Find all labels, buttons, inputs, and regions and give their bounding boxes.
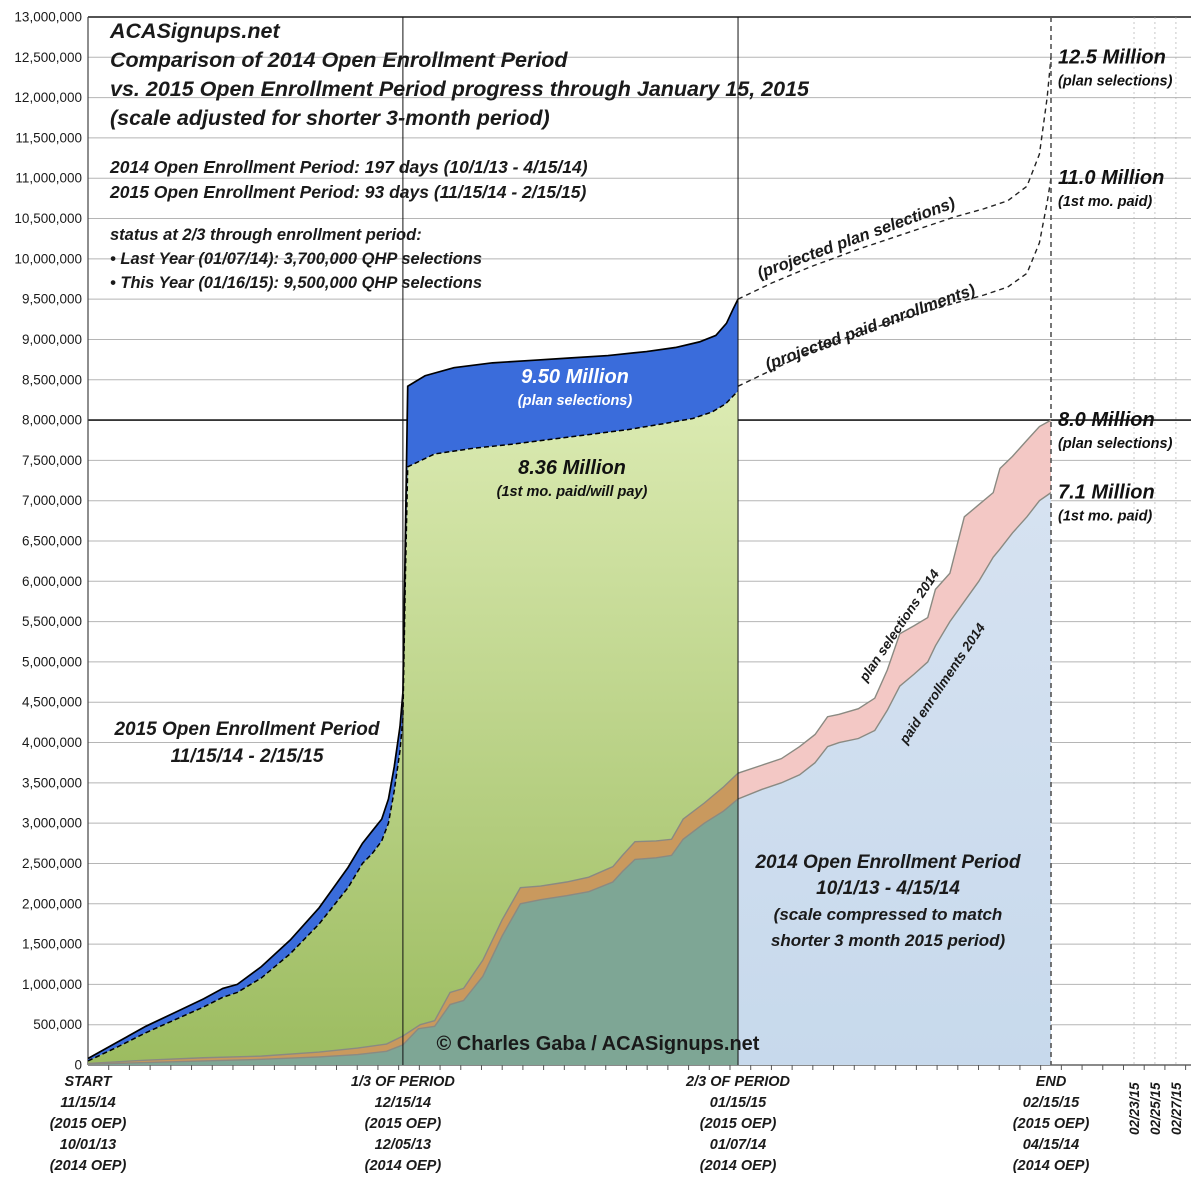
- period-label-2014: (scale compressed to match: [774, 905, 1003, 924]
- period-definition: 2015 Open Enrollment Period: 93 days (11…: [109, 182, 586, 202]
- x-axis-milestone-label: END: [1036, 1074, 1067, 1090]
- x-axis-milestone-label: (2015 OEP): [1013, 1116, 1090, 1132]
- period-label-2014: 2014 Open Enrollment Period: [754, 852, 1020, 873]
- x-axis-milestone-label: (2015 OEP): [700, 1116, 777, 1132]
- x-axis-date-label: 02/27/15: [1169, 1082, 1184, 1135]
- x-axis-milestone-label: (2014 OEP): [50, 1158, 127, 1174]
- status-line: • This Year (01/16/15): 9,500,000 QHP se…: [110, 274, 482, 292]
- y-axis-label: 4,000,000: [22, 735, 82, 750]
- status-line: status at 2/3 through enrollment period:: [110, 226, 422, 244]
- edge-plan-2014: [87, 419, 1052, 1065]
- edge-plan-2015: [87, 298, 739, 1060]
- x-axis-ticks: [108, 1065, 1187, 1070]
- y-axis-label: 7,500,000: [22, 453, 82, 468]
- y-axis-label: 1,000,000: [22, 977, 82, 992]
- x-axis-milestone-label: 11/15/14: [60, 1095, 115, 1111]
- x-axis-milestone-label: (2014 OEP): [700, 1158, 777, 1174]
- y-axis-label: 9,000,000: [22, 332, 82, 347]
- y-axis-label: 4,500,000: [22, 695, 82, 710]
- y-axis-label: 500,000: [33, 1017, 82, 1032]
- x-axis-date-label: 02/25/15: [1148, 1082, 1163, 1135]
- x-axis-milestone-label: 12/15/14: [375, 1095, 431, 1111]
- curve-projected-paid: [737, 178, 1052, 387]
- y-axis-label: 5,500,000: [22, 614, 82, 629]
- data-areas: [88, 299, 1051, 1066]
- value-label: 11.0 Million: [1058, 167, 1164, 189]
- value-sublabel: (1st mo. paid): [1058, 194, 1152, 210]
- site-title: ACASignups.net: [109, 19, 280, 43]
- value-label: 8.0 Million: [1058, 409, 1155, 431]
- chart-title-line: Comparison of 2014 Open Enrollment Perio…: [110, 48, 568, 72]
- area-paid-2014: [738, 492, 1051, 1066]
- y-axis-label: 3,500,000: [22, 775, 82, 790]
- area-plan-2014: [738, 420, 1051, 799]
- y-axis-label: 11,500,000: [15, 130, 82, 145]
- y-axis-label: 6,000,000: [22, 574, 82, 589]
- value-label: 8.36 Million: [518, 457, 626, 479]
- period-definition: 2014 Open Enrollment Period: 197 days (1…: [109, 157, 588, 177]
- area-plan-2015: [88, 299, 739, 1061]
- x-axis-milestone-label: 1/3 OF PERIOD: [351, 1074, 455, 1090]
- y-axis-label: 8,500,000: [22, 372, 82, 387]
- value-label: 12.5 Million: [1058, 46, 1166, 68]
- y-axis-label: 8,000,000: [22, 413, 82, 428]
- x-axis-milestone-label: START: [65, 1074, 113, 1090]
- y-axis-label: 5,000,000: [22, 654, 82, 669]
- period-label-2015: 2015 Open Enrollment Period: [113, 719, 379, 740]
- y-axis-label: 2,500,000: [22, 856, 82, 871]
- value-label: 7.1 Million: [1058, 482, 1155, 504]
- x-axis-milestone-label: 10/01/13: [60, 1137, 116, 1153]
- y-axis-label: 0: [74, 1058, 82, 1073]
- y-axis-label: 6,500,000: [22, 534, 82, 549]
- edge-paid-2015: [87, 390, 739, 1062]
- x-axis-milestone-label: 12/05/13: [375, 1137, 431, 1153]
- value-sublabel: (1st mo. paid): [1058, 509, 1152, 525]
- x-axis-milestone-label: 01/07/14: [710, 1137, 766, 1153]
- x-axis-milestone-label: (2015 OEP): [50, 1116, 127, 1132]
- x-axis-milestone-label: (2014 OEP): [1013, 1158, 1090, 1174]
- chart-title-line: (scale adjusted for shorter 3-month peri…: [110, 106, 550, 130]
- x-axis-milestone-label: 01/15/15: [710, 1095, 767, 1111]
- y-axis-label: 11,000,000: [15, 171, 82, 186]
- value-sublabel: (1st mo. paid/will pay): [497, 484, 648, 500]
- area-paid-2014-overlap: [88, 798, 739, 1065]
- y-axis-label: 10,500,000: [14, 211, 82, 226]
- x-axis-date-label: 02/23/15: [1127, 1082, 1142, 1135]
- curve-projected-plan: [737, 57, 1052, 300]
- value-sublabel: (plan selections): [518, 393, 633, 409]
- value-sublabel: (plan selections): [1058, 436, 1173, 452]
- y-axis-label: 13,000,000: [14, 10, 82, 25]
- copyright: © Charles Gaba / ACASignups.net: [437, 1033, 760, 1055]
- period-label-2015: 11/15/14 - 2/15/15: [171, 746, 324, 767]
- x-axis-milestone-label: 02/15/15: [1023, 1095, 1080, 1111]
- y-axis-label: 2,000,000: [22, 896, 82, 911]
- x-axis-milestone-label: (2015 OEP): [365, 1116, 442, 1132]
- y-axis-label: 7,000,000: [22, 493, 82, 508]
- y-axis-label: 1,500,000: [22, 937, 82, 952]
- x-axis-milestone-label: 2/3 OF PERIOD: [685, 1074, 790, 1090]
- y-axis-label: 12,500,000: [14, 50, 82, 65]
- period-label-2014: 10/1/13 - 4/15/14: [816, 878, 960, 899]
- chart-title-line: vs. 2015 Open Enrollment Period progress…: [110, 77, 810, 101]
- period-label-2014: shorter 3 month 2015 period): [771, 931, 1006, 950]
- edge-paid-2014: [87, 492, 1052, 1065]
- gridlines: 13,000,000 12,500,000 12,000,000 11,500,000…: [14, 10, 1191, 1073]
- y-axis-label: 9,500,000: [22, 292, 82, 307]
- value-label: 9.50 Million: [521, 366, 629, 388]
- x-axis-milestone-label: 04/15/14: [1023, 1137, 1079, 1153]
- status-line: • Last Year (01/07/14): 3,700,000 QHP se…: [110, 250, 482, 268]
- y-axis-label: 10,000,000: [14, 251, 82, 266]
- y-axis-label: 12,000,000: [14, 90, 82, 105]
- y-axis-label: 3,000,000: [22, 816, 82, 831]
- x-axis-milestone-label: (2014 OEP): [365, 1158, 442, 1174]
- value-sublabel: (plan selections): [1058, 73, 1173, 89]
